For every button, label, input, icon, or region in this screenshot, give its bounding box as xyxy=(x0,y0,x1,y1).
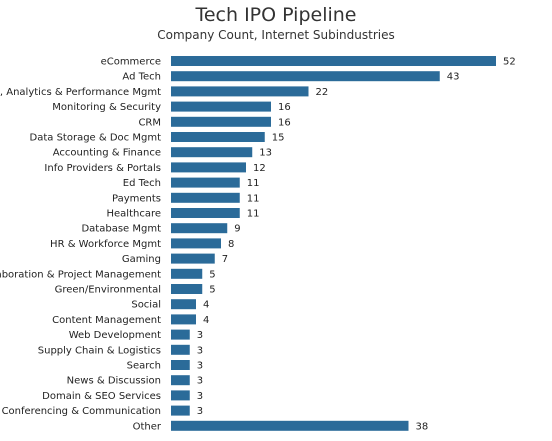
bar xyxy=(171,390,190,401)
value-label: 12 xyxy=(253,163,266,174)
value-label: 43 xyxy=(447,72,460,83)
value-label: 3 xyxy=(197,376,203,387)
category-label: Data Storage & Doc Mgmt xyxy=(30,133,162,144)
bar xyxy=(171,132,265,142)
value-label: 15 xyxy=(272,133,285,144)
bar xyxy=(171,284,203,294)
bar xyxy=(171,314,196,325)
category-label: HR & Workforce Mgmt xyxy=(50,239,161,250)
bar xyxy=(171,192,240,203)
bar xyxy=(171,162,246,173)
category-label: Search xyxy=(127,361,161,372)
category-label: BI, Analytics & Performance Mgmt xyxy=(0,87,161,98)
value-label: 13 xyxy=(259,148,272,159)
value-label: 11 xyxy=(247,209,260,220)
bar xyxy=(171,147,253,158)
category-label: Content Management xyxy=(52,315,161,326)
bar xyxy=(171,329,190,340)
category-label: Gaming xyxy=(122,254,161,265)
value-label: 11 xyxy=(247,178,260,189)
category-label: Monitoring & Security xyxy=(52,102,161,113)
bar xyxy=(171,56,496,66)
bar xyxy=(171,223,228,234)
category-label: Accounting & Finance xyxy=(53,148,161,159)
category-label: Ed Tech xyxy=(123,178,161,189)
bar xyxy=(171,420,409,431)
value-label: 5 xyxy=(209,269,215,280)
bar xyxy=(171,71,440,82)
value-label: 3 xyxy=(197,406,203,417)
value-label: 38 xyxy=(416,421,429,432)
bar xyxy=(171,253,215,264)
value-label: 16 xyxy=(278,102,291,113)
value-label: 7 xyxy=(222,254,228,265)
category-label: Green/Environmental xyxy=(55,285,161,296)
bar xyxy=(171,101,271,112)
value-label: 9 xyxy=(234,224,240,235)
value-label: 8 xyxy=(228,239,234,250)
category-label: News & Discussion xyxy=(67,376,161,387)
category-label: CRM xyxy=(138,117,161,128)
bar xyxy=(171,86,309,97)
category-label: Web Development xyxy=(69,330,161,341)
category-label: eCommerce xyxy=(101,57,161,68)
bar xyxy=(171,344,190,355)
value-label: 4 xyxy=(203,315,209,326)
category-label: Payments xyxy=(112,193,161,204)
category-label: Info Providers & Portals xyxy=(44,163,161,174)
value-label: 52 xyxy=(503,57,516,68)
category-label: Domain & SEO Services xyxy=(42,391,161,402)
category-label: Social xyxy=(131,300,161,311)
bar xyxy=(171,268,203,279)
value-label: 3 xyxy=(197,345,203,356)
value-label: 22 xyxy=(316,87,329,98)
bar xyxy=(171,208,240,218)
value-label: 4 xyxy=(203,300,209,311)
category-label: Ad Tech xyxy=(122,72,161,83)
chart-title: Tech IPO Pipeline xyxy=(195,4,357,26)
value-label: 16 xyxy=(278,117,291,128)
bar xyxy=(171,360,190,370)
bar xyxy=(171,375,190,386)
category-label: Other xyxy=(133,421,162,432)
value-label: 5 xyxy=(209,285,215,296)
chart-subtitle: Company Count, Internet Subindustries xyxy=(157,28,395,42)
bar xyxy=(171,405,190,416)
category-label: Collaboration & Project Management xyxy=(0,269,161,280)
value-label: 3 xyxy=(197,391,203,402)
bar xyxy=(171,238,221,249)
bar xyxy=(171,299,196,310)
category-label: Healthcare xyxy=(106,209,161,220)
category-label: Database Mgmt xyxy=(81,224,161,235)
category-label: Conferencing & Communication xyxy=(2,406,161,417)
value-label: 11 xyxy=(247,193,260,204)
category-label: Supply Chain & Logistics xyxy=(38,345,161,356)
bar xyxy=(171,177,240,188)
value-label: 3 xyxy=(197,330,203,341)
bar xyxy=(171,116,271,127)
value-label: 3 xyxy=(197,361,203,372)
